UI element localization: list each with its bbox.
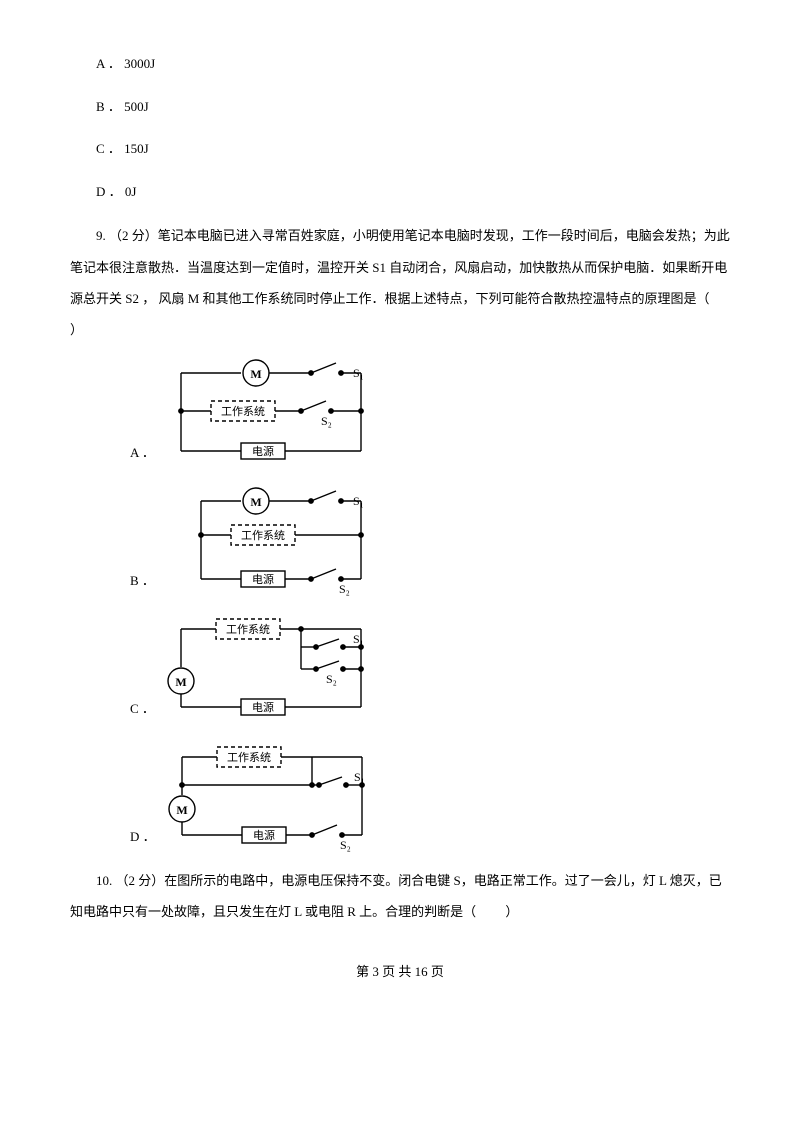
q9-option-a-row: A ． M S₁ — [70, 353, 730, 471]
circuit-diagram-b: M S₁ 工作系统 — [161, 481, 381, 599]
svg-text:S₂: S₂ — [339, 582, 350, 596]
q9-option-c-label: C ． — [130, 695, 155, 728]
svg-text:S₂: S₂ — [340, 838, 351, 852]
svg-text:电源: 电源 — [252, 444, 274, 458]
svg-text:M: M — [250, 495, 261, 509]
circuit-diagram-d: M 工作系统 S₁ — [162, 737, 382, 855]
svg-text:工作系统: 工作系统 — [226, 623, 270, 636]
q9-option-c-row: C ． M 工作系统 — [70, 609, 730, 727]
q8-option-a: A ． 3000J — [70, 50, 730, 79]
q9-option-b-row: B ． M S₁ 工作系统 — [70, 481, 730, 599]
q9-option-d-label: D ． — [130, 823, 156, 856]
svg-text:电源: 电源 — [252, 572, 274, 586]
q9-option-b-label: B ． — [130, 567, 155, 600]
svg-text:工作系统: 工作系统 — [241, 529, 285, 542]
q9-text: 9. （2 分）笔记本电脑已进入寻常百姓家庭，小明使用笔记本电脑时发现，工作一段… — [70, 220, 730, 345]
q9-option-d-row: D ． M 工作系统 — [70, 737, 730, 855]
page-footer: 第 3 页 共 16 页 — [70, 958, 730, 987]
svg-text:S₂: S₂ — [326, 672, 337, 686]
page-content: A ． 3000J B ． 500J C ． 150J D ． 0J 9. （2… — [0, 0, 800, 1016]
svg-text:电源: 电源 — [252, 700, 274, 714]
svg-text:S₁: S₁ — [354, 770, 365, 784]
svg-text:M: M — [176, 803, 187, 817]
circuit-diagram-a: M S₁ 电源 — [161, 353, 381, 471]
circuit-diagram-c: M 工作系统 S₁ — [161, 609, 381, 727]
q9-option-a-label: A ． — [130, 439, 155, 472]
svg-text:M: M — [250, 367, 261, 381]
svg-text:工作系统: 工作系统 — [221, 405, 265, 418]
q8-option-c: C ． 150J — [70, 135, 730, 164]
svg-text:M: M — [175, 675, 186, 689]
svg-text:工作系统: 工作系统 — [227, 751, 271, 764]
svg-text:S₁: S₁ — [353, 632, 364, 646]
svg-text:电源: 电源 — [253, 828, 275, 842]
q8-option-d: D ． 0J — [70, 178, 730, 207]
q10-text: 10. （2 分）在图所示的电路中，电源电压保持不变。闭合电键 S，电路正常工作… — [70, 865, 730, 927]
svg-text:S₂: S₂ — [321, 414, 332, 428]
q8-option-b: B ． 500J — [70, 93, 730, 122]
